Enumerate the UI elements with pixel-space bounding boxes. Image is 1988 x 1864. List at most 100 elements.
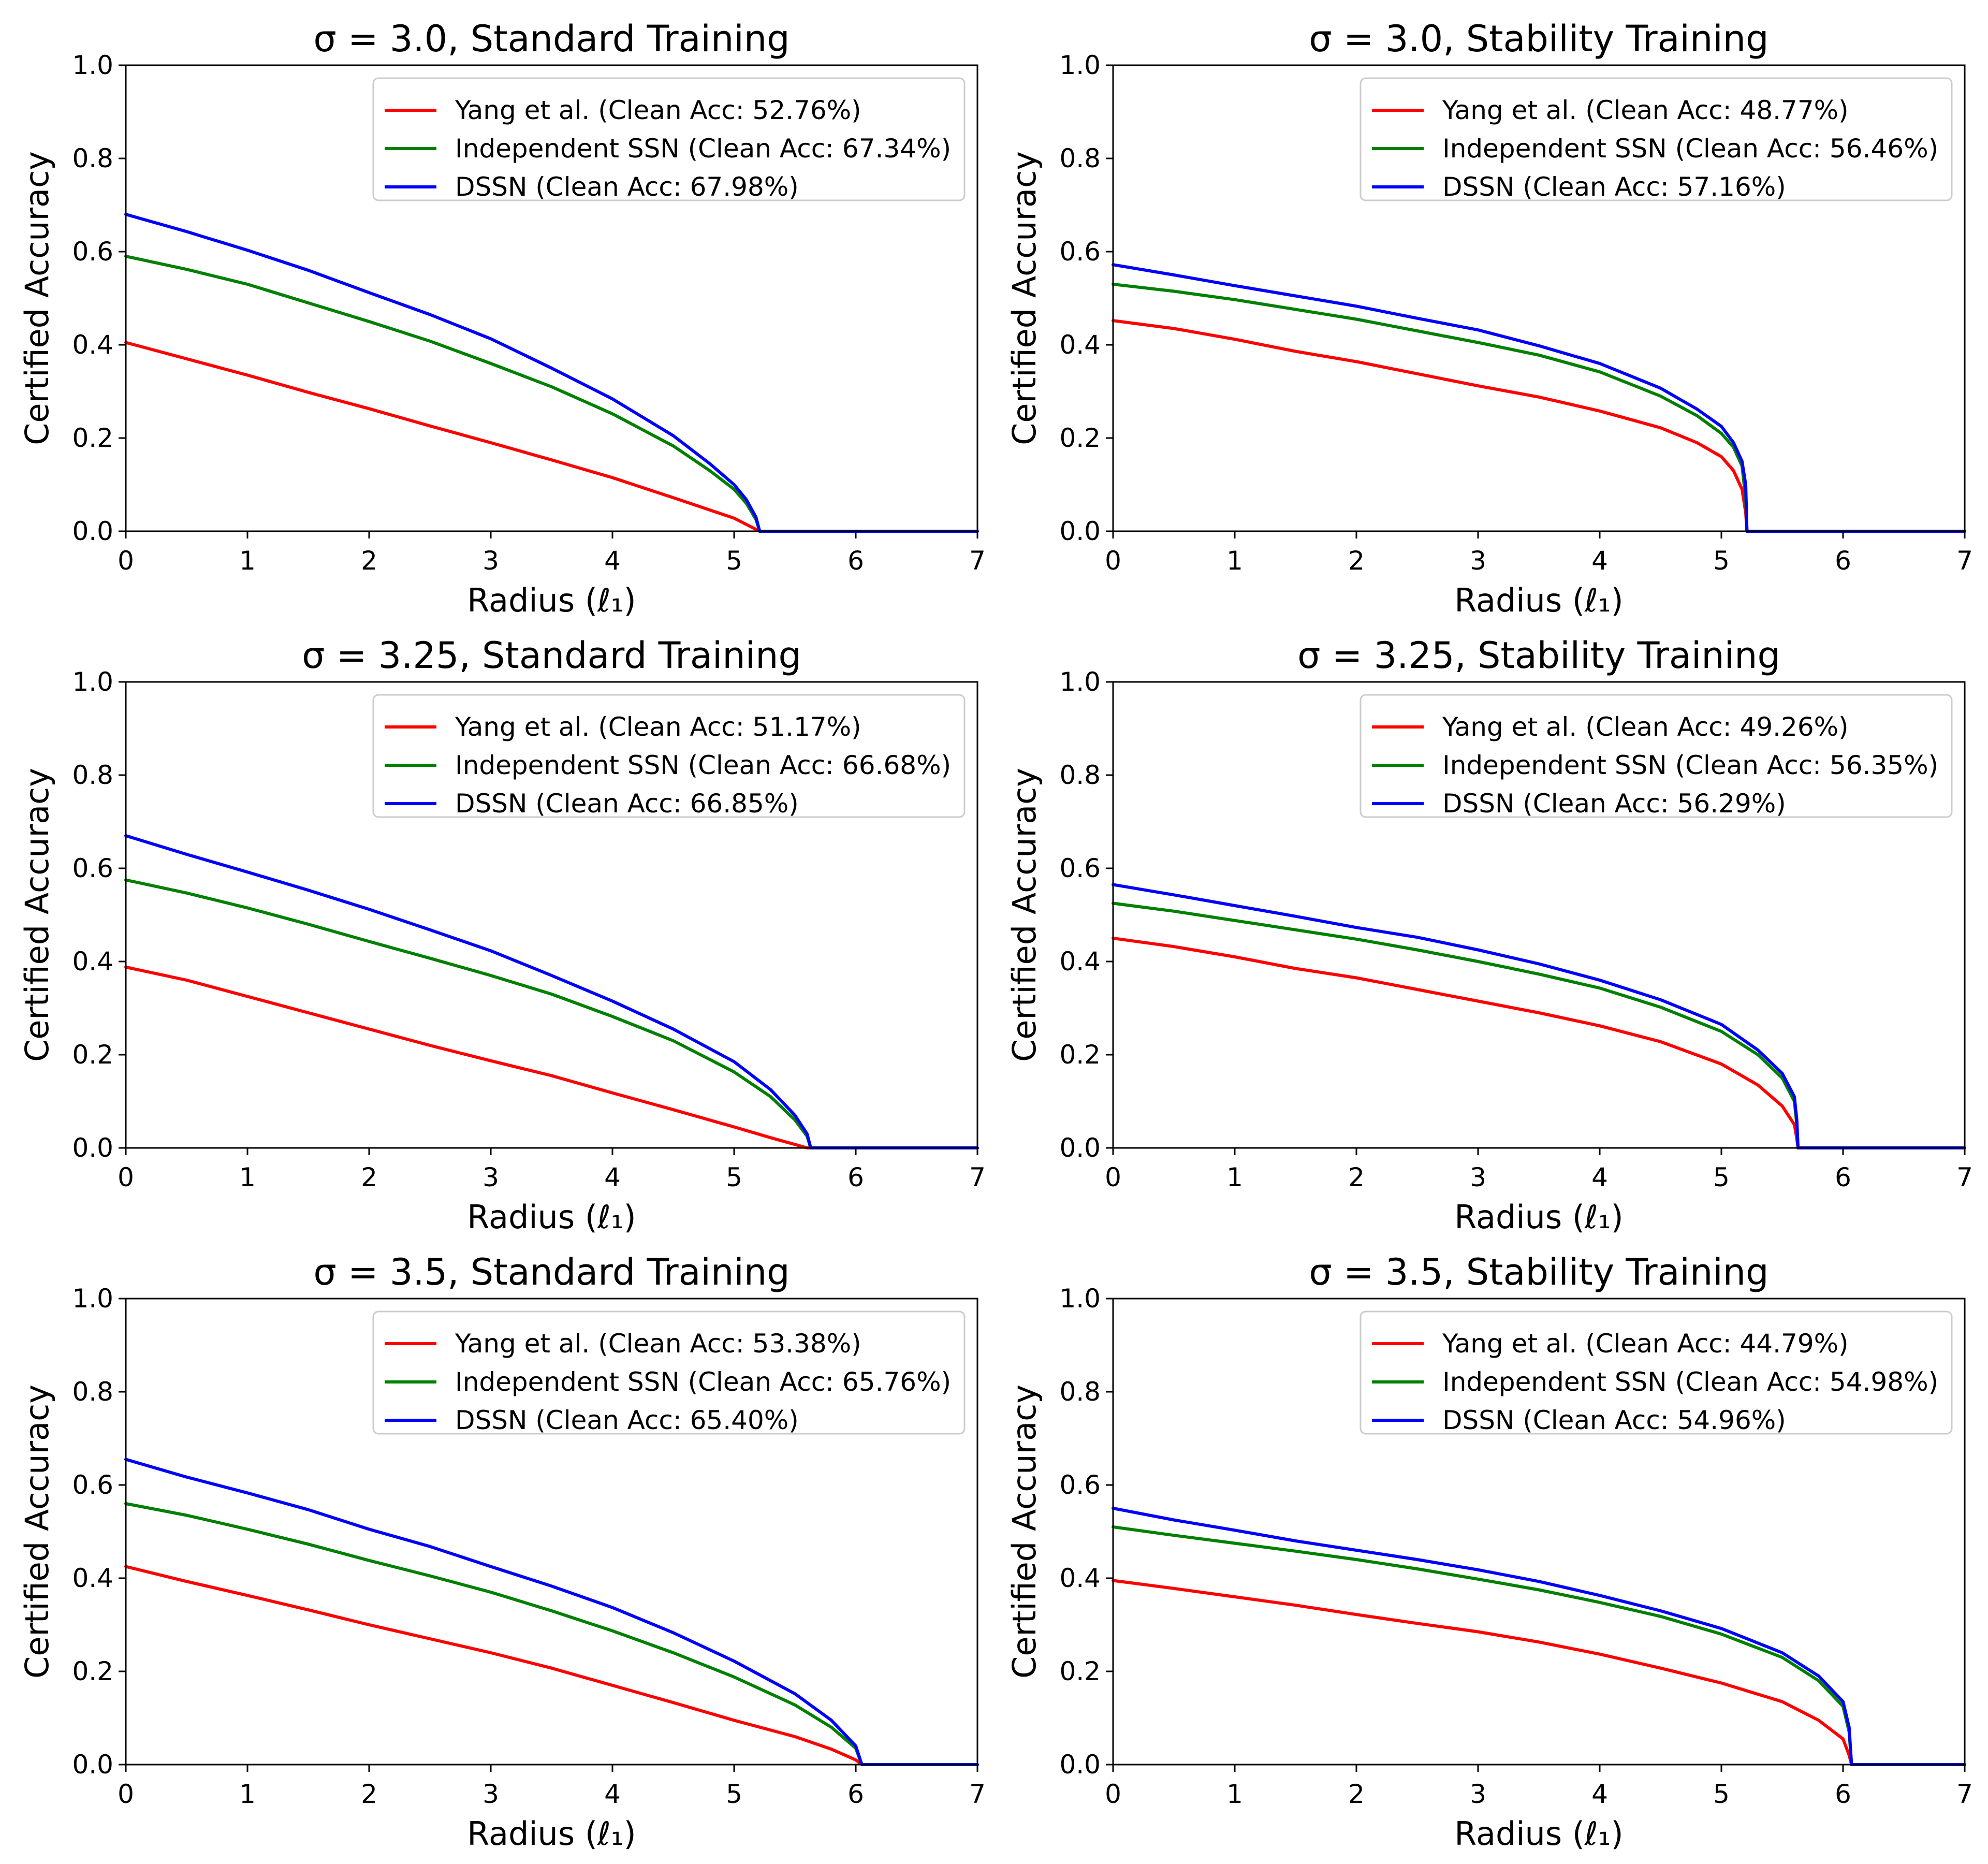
y-tick-label: 0.2 [1059, 423, 1101, 453]
x-tick-label: 1 [1226, 546, 1243, 576]
x-tick-label: 7 [1956, 1162, 1973, 1192]
y-tick-label: 0.6 [72, 1470, 113, 1500]
legend-box [1360, 77, 1953, 201]
x-axis-label: Radius (ℓ₁) [467, 581, 636, 619]
x-tick-label: 2 [1348, 1162, 1365, 1192]
legend-label: Independent SSN (Clean Acc: 65.76%) [455, 1367, 951, 1397]
x-tick-label: 1 [239, 1162, 256, 1192]
y-tick-label: 0.8 [1059, 1377, 1101, 1407]
y-tick-label: 0.4 [72, 1563, 113, 1593]
chart-panel-6: σ = 3.5, Stability Training 0 1 2 3 4 5 6 7 0.0 0.… [1005, 1251, 1973, 1853]
x-tick-label: 1 [1226, 1162, 1243, 1192]
plot-frame [1112, 1298, 1966, 1766]
legend-label: Independent SSN (Clean Acc: 54.98%) [1442, 1367, 1938, 1397]
legend-label: DSSN (Clean Acc: 56.29%) [1442, 789, 1786, 819]
x-tick-label: 4 [1591, 546, 1608, 576]
x-tick-label: 2 [361, 1779, 377, 1809]
legend-label: Yang et al. (Clean Acc: 53.38%) [455, 1329, 861, 1359]
x-tick-label: 5 [726, 1779, 742, 1809]
x-tick-label: 6 [847, 1779, 864, 1809]
x-tick-label: 0 [118, 546, 134, 576]
legend-label: Yang et al. (Clean Acc: 44.79%) [1442, 1329, 1849, 1359]
x-tick-label: 2 [1348, 546, 1365, 576]
x-tick-label: 7 [969, 546, 986, 576]
x-tick-label: 5 [726, 546, 742, 576]
x-tick-label: 3 [1470, 546, 1486, 576]
chart-title: σ = 3.0, Stability Training [1309, 18, 1768, 60]
legend-box [372, 77, 966, 201]
chart-panel-5: σ = 3.5, Standard Training 0 1 2 3 4 5 6 7 0.0 0.2… [18, 1251, 986, 1853]
plot-frame [1112, 64, 1966, 532]
legend-label: Independent SSN (Clean Acc: 66.68%) [455, 750, 951, 780]
x-tick-label: 6 [847, 546, 864, 576]
y-axis-label: Certified Accuracy [18, 1385, 56, 1679]
plot-frame [125, 681, 978, 1149]
x-tick-label: 4 [1591, 1162, 1608, 1192]
x-tick-label: 5 [1713, 1779, 1730, 1809]
x-axis-label: Radius (ℓ₁) [1454, 581, 1623, 619]
series-line-2 [124, 1502, 979, 1766]
chart-title: σ = 3.5, Standard Training [313, 1251, 790, 1293]
y-tick-label: 0.4 [1059, 946, 1101, 977]
legend: Yang et al. (Clean Acc: 49.26%) Independe… [1360, 694, 1953, 819]
x-tick-label: 7 [1956, 1779, 1973, 1809]
x-tick-label: 1 [239, 1779, 256, 1809]
x-tick-label: 6 [1835, 1162, 1851, 1192]
chart-title: σ = 3.0, Standard Training [313, 18, 790, 60]
series-line-1 [1112, 937, 1966, 1149]
y-tick-label: 0.0 [1059, 1750, 1101, 1780]
legend-label: Independent SSN (Clean Acc: 56.46%) [1442, 134, 1938, 164]
series-line-2 [1112, 1525, 1966, 1766]
series-line-3 [124, 213, 979, 533]
plot-frame [1112, 681, 1966, 1149]
y-tick-label: 1.0 [1059, 1284, 1101, 1314]
x-tick-label: 2 [361, 1162, 377, 1192]
y-tick-label: 0.2 [1059, 1656, 1101, 1686]
legend-box [372, 1310, 966, 1435]
series-line-1 [1112, 319, 1966, 533]
y-tick-label: 0.0 [1059, 1133, 1101, 1163]
x-tick-label: 0 [1105, 1779, 1121, 1809]
y-tick-label: 0.0 [72, 516, 113, 546]
y-tick-label: 0.8 [1059, 760, 1101, 790]
x-axis-label: Radius (ℓ₁) [1454, 1815, 1623, 1853]
x-tick-label: 3 [483, 1162, 499, 1192]
y-tick-label: 0.6 [72, 237, 113, 267]
legend: Yang et al. (Clean Acc: 44.79%) Independe… [1360, 1310, 1953, 1435]
y-tick-label: 0.4 [72, 946, 113, 977]
x-axis-label: Radius (ℓ₁) [467, 1815, 636, 1853]
y-tick-label: 0.0 [72, 1133, 113, 1163]
series-line-3 [1112, 1507, 1966, 1766]
legend-label: DSSN (Clean Acc: 57.16%) [1442, 172, 1786, 202]
x-tick-label: 3 [1470, 1779, 1486, 1809]
series-line-1 [124, 965, 979, 1149]
y-tick-label: 0.8 [72, 143, 113, 173]
x-tick-label: 7 [969, 1779, 986, 1809]
y-tick-label: 0.4 [1059, 330, 1101, 360]
series-line-2 [1112, 283, 1966, 533]
x-tick-label: 3 [483, 546, 499, 576]
legend-box [372, 694, 966, 818]
legend-label: Independent SSN (Clean Acc: 56.35%) [1442, 750, 1938, 780]
legend-box [1360, 1310, 1953, 1435]
y-axis-label: Certified Accuracy [18, 151, 56, 445]
chart-panel-1: σ = 3.0, Standard Training 0 1 2 3 4 5 6 7 0.0 0.2… [18, 18, 986, 619]
legend-label: DSSN (Clean Acc: 65.40%) [455, 1405, 799, 1435]
y-tick-label: 0.6 [72, 853, 113, 883]
x-tick-label: 0 [118, 1162, 134, 1192]
y-tick-label: 1.0 [72, 50, 113, 80]
x-tick-label: 3 [483, 1779, 499, 1809]
y-tick-label: 0.4 [72, 330, 113, 360]
series-line-2 [1112, 901, 1966, 1149]
x-tick-label: 6 [847, 1162, 864, 1192]
series-line-3 [1112, 263, 1966, 533]
chart-title: σ = 3.25, Standard Training [302, 634, 801, 677]
y-tick-label: 0.2 [72, 1040, 113, 1070]
x-axis-label: Radius (ℓ₁) [467, 1198, 636, 1236]
legend-label: Independent SSN (Clean Acc: 67.34%) [455, 134, 951, 164]
legend-label: DSSN (Clean Acc: 54.96%) [1442, 1405, 1786, 1435]
x-tick-label: 6 [1835, 1779, 1851, 1809]
legend-box [1360, 694, 1953, 818]
chart-panel-4: σ = 3.25, Stability Training 0 1 2 3 4 5 6 7 0.0 0… [1005, 634, 1973, 1236]
chart-panel-3: σ = 3.25, Standard Training 0 1 2 3 4 5 6 7 0.0 0.… [18, 634, 986, 1236]
